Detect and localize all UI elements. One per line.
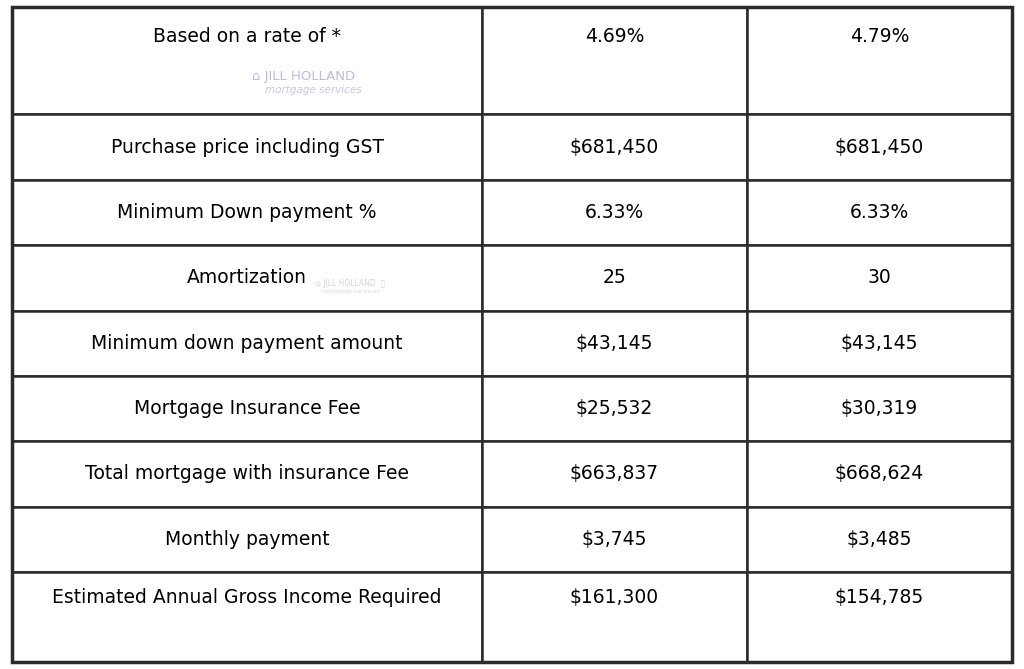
Bar [746,245,1012,310]
Text: Estimated Annual Gross Income Required: Estimated Annual Gross Income Required [52,588,442,607]
Text: $681,450: $681,450 [835,138,924,157]
Text: $3,745: $3,745 [582,530,647,549]
Bar [12,506,482,572]
Text: $668,624: $668,624 [835,464,924,484]
Bar [746,506,1012,572]
Text: $25,532: $25,532 [575,399,653,418]
Text: ⌂ JILL HOLLAND: ⌂ JILL HOLLAND [252,70,355,83]
Text: Purchase price including GST: Purchase price including GST [111,138,384,157]
Bar [746,180,1012,245]
Bar [482,180,746,245]
Bar [12,7,482,114]
Bar [12,245,482,310]
Text: mortgage services: mortgage services [265,85,362,95]
Text: $43,145: $43,145 [575,334,653,353]
Bar [746,7,1012,114]
Bar [482,245,746,310]
Bar [482,114,746,180]
Bar [12,114,482,180]
Text: 30: 30 [867,268,891,288]
Bar [746,442,1012,506]
Text: $663,837: $663,837 [570,464,659,484]
Bar [482,506,746,572]
Text: Minimum Down payment %: Minimum Down payment % [118,203,377,222]
Text: Mortgage Insurance Fee: Mortgage Insurance Fee [134,399,360,418]
Text: Minimum down payment amount: Minimum down payment amount [91,334,402,353]
Bar [482,376,746,442]
Bar [746,376,1012,442]
Text: $30,319: $30,319 [841,399,918,418]
Text: Based on a rate of *: Based on a rate of * [154,27,341,46]
Text: 6.33%: 6.33% [850,203,909,222]
Text: ⌂ JILL HOLLAND  ⛪: ⌂ JILL HOLLAND ⛪ [316,278,385,288]
Bar [12,442,482,506]
Text: 25: 25 [602,268,627,288]
Bar [12,376,482,442]
Text: $161,300: $161,300 [570,588,659,607]
Bar [746,572,1012,662]
Bar [482,7,746,114]
Bar [12,310,482,376]
Text: Monthly payment: Monthly payment [165,530,330,549]
Bar [12,180,482,245]
Text: 4.79%: 4.79% [850,27,909,46]
Text: Amortization: Amortization [187,268,307,288]
Text: 6.33%: 6.33% [585,203,644,222]
Bar [746,114,1012,180]
Bar [482,442,746,506]
Bar [12,572,482,662]
Text: $3,485: $3,485 [847,530,912,549]
Text: Total mortgage with insurance Fee: Total mortgage with insurance Fee [85,464,410,484]
Bar [482,310,746,376]
Text: mortgage services: mortgage services [322,288,380,294]
Text: $43,145: $43,145 [841,334,919,353]
Text: 4.69%: 4.69% [585,27,644,46]
Text: $154,785: $154,785 [835,588,924,607]
Bar [482,572,746,662]
Text: $681,450: $681,450 [569,138,659,157]
Bar [746,310,1012,376]
